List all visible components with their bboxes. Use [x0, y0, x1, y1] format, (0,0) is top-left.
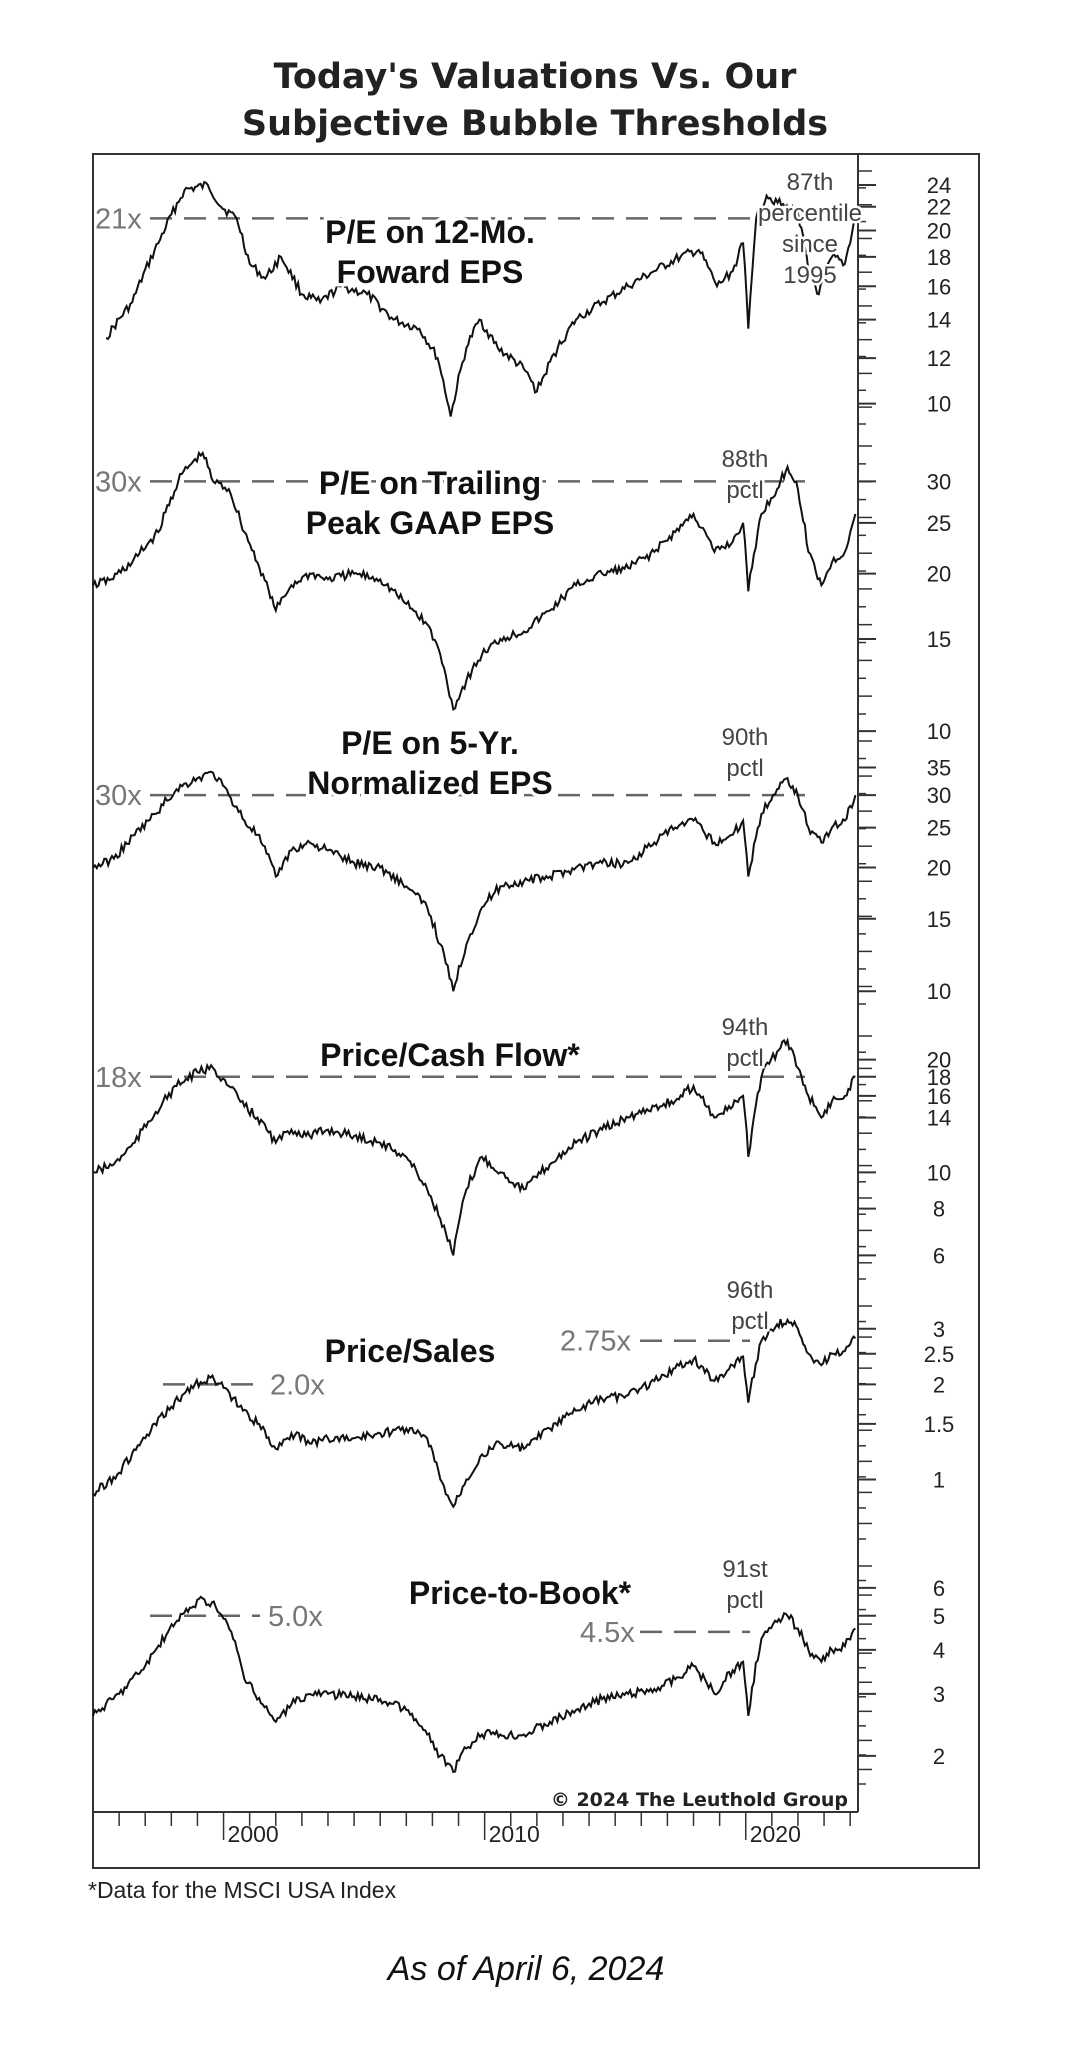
- percentile-label: 90th: [722, 724, 769, 751]
- y-tick-label: 10: [927, 1160, 951, 1185]
- y-tick-label: 15: [927, 627, 951, 652]
- y-tick-label: 25: [927, 511, 951, 536]
- threshold2-label: 2.0x: [270, 1369, 325, 1401]
- y-tick-label: 6: [933, 1243, 945, 1268]
- y-tick-label: 6: [933, 1576, 945, 1601]
- threshold-label: 2.75x: [560, 1326, 631, 1358]
- threshold-label: 30x: [95, 466, 142, 498]
- threshold-label: 30x: [95, 780, 142, 812]
- series-line: [92, 450, 857, 712]
- percentile-label: percentile: [758, 200, 862, 227]
- chart-title-line-2: Subjective Bubble Thresholds: [242, 104, 828, 144]
- percentile-label: since: [782, 231, 838, 258]
- copyright-text: © 2024 The Leuthold Group: [551, 1789, 848, 1811]
- y-tick-label: 1.5: [924, 1412, 955, 1437]
- y-tick-label: 10: [927, 979, 951, 1004]
- percentile-label: pctl: [731, 1308, 768, 1335]
- percentile-label: 96th: [727, 1277, 774, 1304]
- percentile-label: pctl: [726, 1045, 763, 1072]
- y-tick-label: 14: [927, 308, 951, 333]
- y-tick-label: 2.5: [924, 1342, 955, 1367]
- threshold2-label: 5.0x: [268, 1601, 323, 1633]
- y-tick-label: 22: [927, 195, 951, 220]
- chart-frame: [92, 153, 980, 1869]
- panel-label: Foward EPS: [337, 254, 524, 290]
- y-tick-label: 14: [927, 1106, 951, 1131]
- y-tick-label: 30: [927, 783, 951, 808]
- y-tick-label: 3: [933, 1682, 945, 1707]
- panel-label: P/E on 12-Mo.: [325, 214, 535, 250]
- x-tick-label: 2010: [489, 1821, 540, 1847]
- y-tick-label: 30: [927, 469, 951, 494]
- percentile-label: pctl: [726, 477, 763, 504]
- percentile-label: pctl: [726, 755, 763, 782]
- series-line: [105, 180, 857, 417]
- series-line: [92, 1595, 856, 1774]
- panel-label: Price-to-Book*: [409, 1575, 632, 1611]
- panel-label: Price/Cash Flow*: [320, 1037, 580, 1073]
- y-tick-label: 16: [927, 1084, 951, 1109]
- y-tick-label: 5: [933, 1604, 945, 1629]
- threshold-label: 21x: [95, 203, 142, 235]
- y-tick-label: 2: [933, 1372, 945, 1397]
- y-tick-label: 4: [933, 1638, 945, 1663]
- as-of-caption: As of April 6, 2024: [386, 1950, 665, 1988]
- x-axis: 2000 2010 2020: [92, 1812, 851, 1847]
- percentile-label: 88th: [722, 446, 769, 473]
- threshold-label: 18x: [95, 1062, 142, 1094]
- percentile-label: 1995: [783, 262, 836, 289]
- y-tick-label: 20: [927, 219, 951, 244]
- series-line: [92, 1317, 857, 1509]
- panel-2: 10 15 20 25 30 30x P/E on Trailing Peak GAAP EP…: [92, 444, 951, 744]
- chart-title-line-1: Today's Valuations Vs. Our: [274, 57, 798, 97]
- y-tick-label: 10: [927, 719, 951, 744]
- y-tick-label: 35: [927, 756, 951, 781]
- y-tick-label: 24: [927, 173, 951, 198]
- panel-6: 2 3 4 5 6 4.5x 5.0x Price-to-Book* 91st pctl: [92, 1554, 945, 1785]
- y-tick-label: 25: [927, 816, 951, 841]
- y-tick-label: 15: [927, 907, 951, 932]
- y-tick-label: 16: [927, 274, 951, 299]
- y-tick-label: 12: [927, 346, 951, 371]
- y-tick-label: 8: [933, 1197, 945, 1222]
- y-tick-label: 20: [927, 855, 951, 880]
- y-tick-label: 20: [927, 1048, 951, 1073]
- footnote: *Data for the MSCI USA Index: [88, 1877, 397, 1903]
- y-tick-label: 1: [933, 1467, 945, 1492]
- series-line: [92, 1037, 856, 1256]
- series-line: [92, 770, 857, 992]
- y-tick-label: 10: [927, 392, 951, 417]
- panel-label: Normalized EPS: [307, 765, 552, 801]
- y-tick-label: 18: [927, 1065, 951, 1090]
- percentile-label: 91st: [722, 1556, 768, 1583]
- y-tick-label: 18: [927, 245, 951, 270]
- y-tick-label: 2: [933, 1744, 945, 1769]
- panel-label: P/E on 5-Yr.: [341, 725, 519, 761]
- percentile-label: 94th: [722, 1014, 769, 1041]
- panel-label: Price/Sales: [325, 1333, 496, 1369]
- threshold-label: 4.5x: [580, 1617, 635, 1649]
- x-tick-label: 2000: [228, 1821, 279, 1847]
- panel-label: Peak GAAP EPS: [306, 505, 554, 541]
- y-tick-label: 20: [927, 562, 951, 587]
- x-tick-label: 2020: [750, 1821, 801, 1847]
- percentile-label: pctl: [726, 1587, 763, 1614]
- percentile-label: 87th: [787, 169, 834, 196]
- y-tick-label: 3: [933, 1317, 945, 1342]
- panel-label: P/E on Trailing: [319, 465, 541, 501]
